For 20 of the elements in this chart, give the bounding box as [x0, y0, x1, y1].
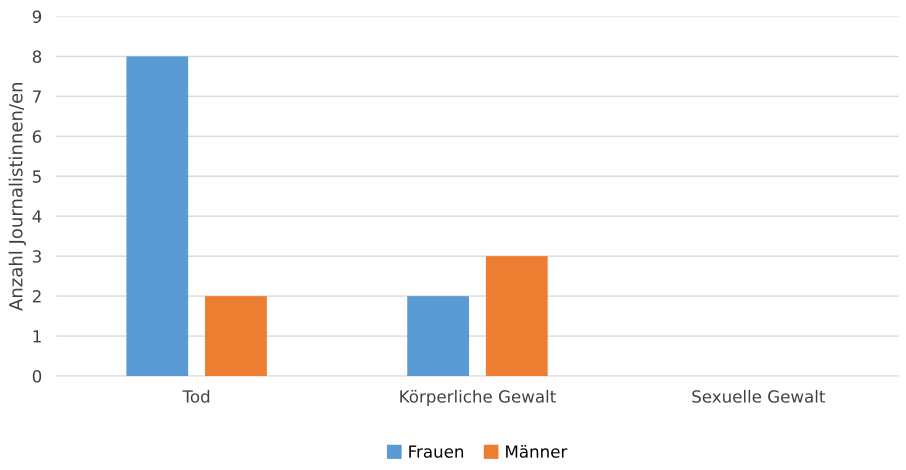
y-tick-label: 4	[32, 210, 42, 223]
bar	[126, 56, 188, 376]
y-tick-label: 3	[32, 250, 41, 263]
y-axis-title: Anzahl Journalistinnen/en	[8, 82, 26, 311]
y-tick-label: 2	[32, 290, 41, 302]
bar	[486, 256, 548, 376]
bar	[407, 296, 470, 376]
y-tick-label: 1	[34, 330, 41, 342]
y-tick-label: 9	[32, 10, 42, 24]
y-tick-label: 5	[32, 170, 41, 183]
x-tick-label: Körperliche Gewalt	[400, 390, 556, 406]
y-tick-label: 6	[32, 130, 42, 143]
y-tick-label: 0	[32, 370, 42, 383]
y-tick-label: 8	[32, 50, 42, 63]
legend-label: Männer	[506, 444, 568, 458]
legend-label: Frauen	[409, 445, 464, 458]
x-tick-label: Tod	[182, 390, 210, 403]
bar	[205, 296, 267, 376]
y-tick-label: 7	[33, 90, 41, 103]
x-tick-label: Sexuelle Gewalt	[692, 390, 826, 403]
